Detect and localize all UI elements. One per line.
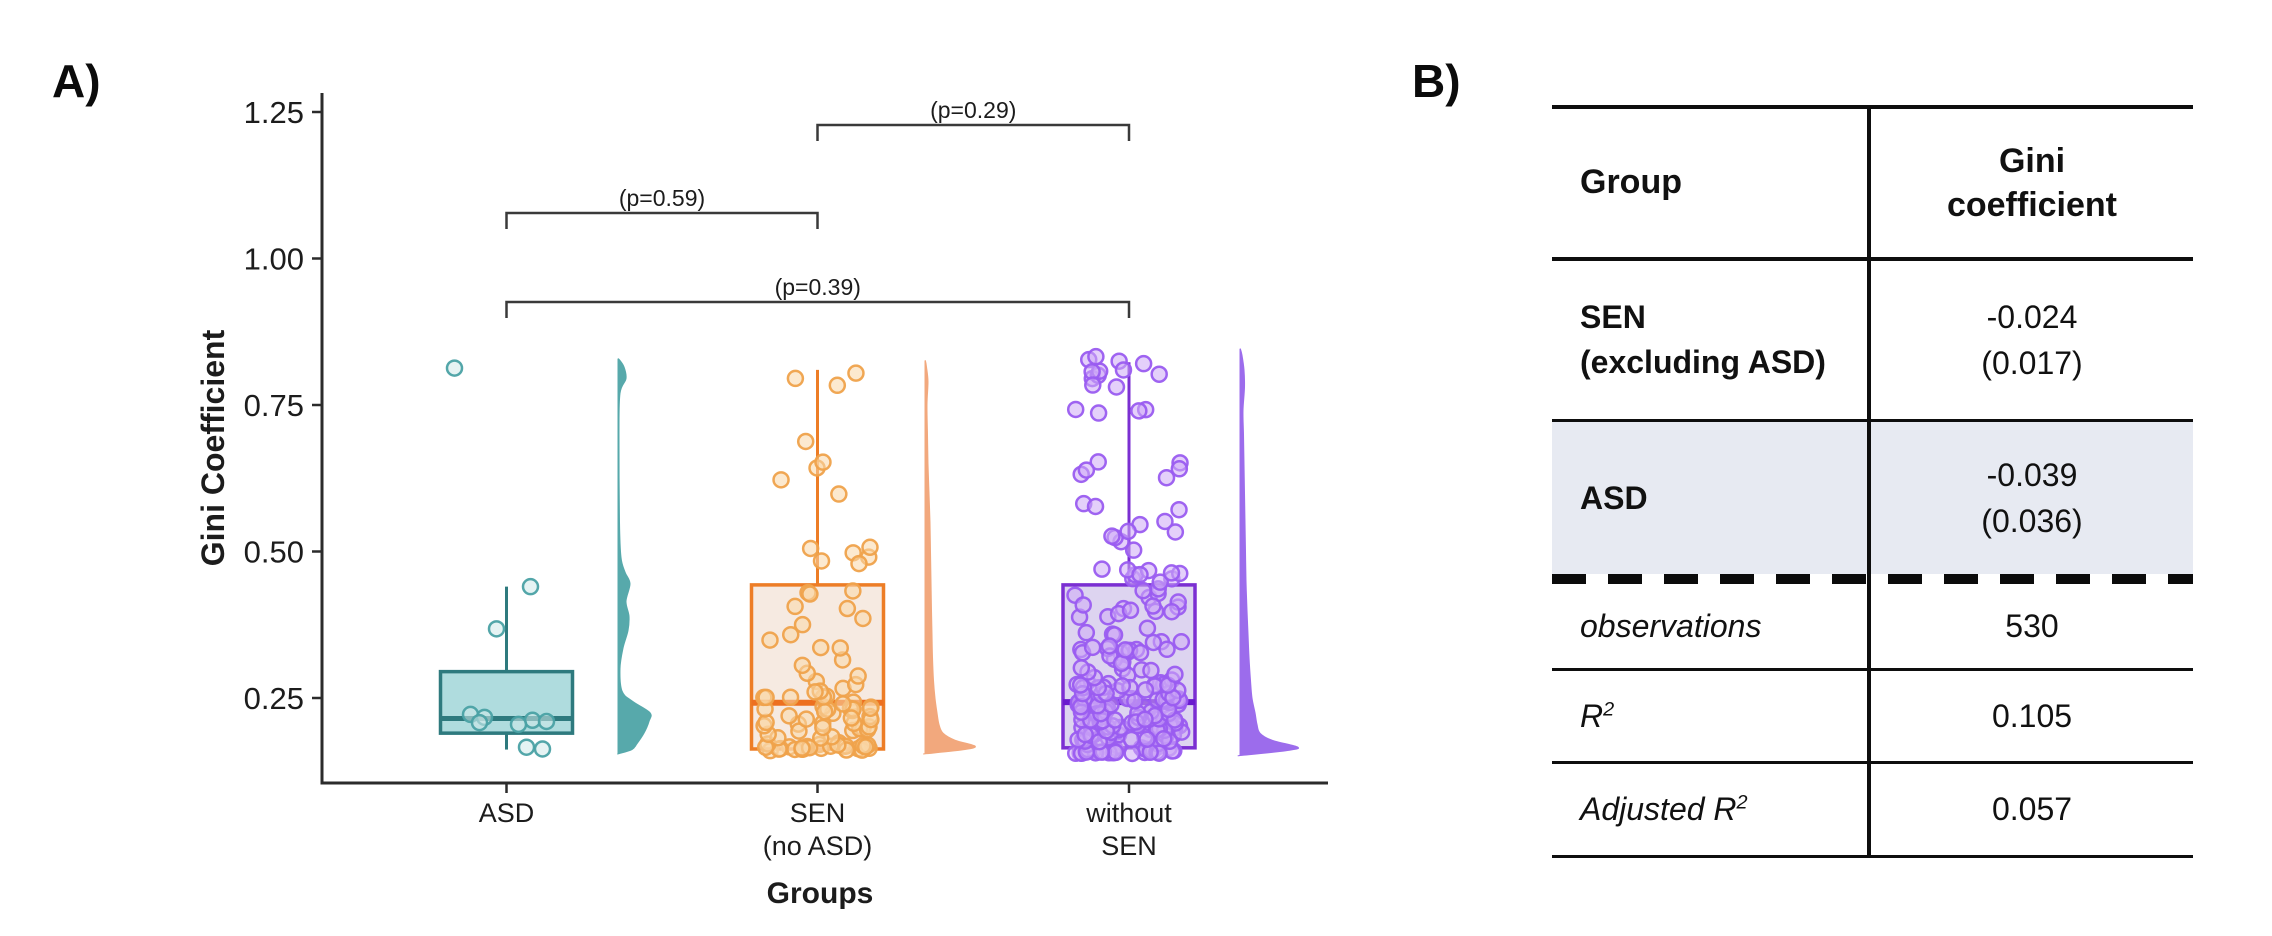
table-row-sen: SEN (excluding ASD) -0.024 (0.017) xyxy=(1552,261,2193,419)
row-value: 530 xyxy=(2005,607,2059,644)
table-row-r2: R2 0.105 xyxy=(1552,671,2193,761)
svg-text:0.50: 0.50 xyxy=(244,535,304,570)
svg-text:(p=0.59): (p=0.59) xyxy=(619,185,705,211)
row-value: 0.057 xyxy=(1991,791,2073,828)
svg-text:1.00: 1.00 xyxy=(244,242,304,277)
svg-text:without: without xyxy=(1085,798,1172,828)
table-header-row: Group Gini coefficient xyxy=(1552,109,2193,257)
svg-text:SEN: SEN xyxy=(790,798,846,828)
row-value: -0.024 xyxy=(1986,298,2078,335)
row-value-se: (0.017) xyxy=(1981,345,2083,381)
svg-text:(no ASD): (no ASD) xyxy=(763,831,873,861)
row-label-line2: (excluding ASD) xyxy=(1580,344,1826,380)
row-label: observations xyxy=(1580,607,1762,644)
row-value: -0.039 xyxy=(1986,456,2078,493)
svg-text:0.25: 0.25 xyxy=(244,681,304,716)
svg-text:SEN: SEN xyxy=(1101,831,1157,861)
table-top-border xyxy=(1552,105,2193,109)
svg-text:0.75: 0.75 xyxy=(244,388,304,423)
row-label: ASD xyxy=(1580,479,1648,516)
table-column-divider xyxy=(1867,105,1871,858)
svg-text:ASD: ASD xyxy=(479,798,535,828)
row-value-se: (0.036) xyxy=(1981,503,2083,539)
panel-b-label: B) xyxy=(1412,55,1461,107)
raincloud-plot: 0.25 0.50 0.75 1.00 1.25 Gini Coefficient ASD S… xyxy=(195,93,1328,910)
row-label: SEN xyxy=(1580,299,1646,336)
row-label: R xyxy=(1580,697,1604,734)
table-row-observations: observations 530 xyxy=(1552,584,2193,668)
svg-text:Gini Coefficient: Gini Coefficient xyxy=(195,329,231,566)
header-group: Group xyxy=(1580,163,1682,202)
svg-text:(p=0.39): (p=0.39) xyxy=(775,274,861,300)
table-row-asd: ASD -0.039 (0.036) xyxy=(1552,422,2193,574)
header-gini-coefficient: Gini coefficient xyxy=(1946,141,2118,224)
regression-table: Group Gini coefficient SEN (excluding AS… xyxy=(1552,105,2193,858)
svg-text:Groups: Groups xyxy=(767,877,874,910)
svg-text:1.25: 1.25 xyxy=(244,95,304,130)
table-dashed-divider xyxy=(1552,574,2193,584)
panel-a-label: A) xyxy=(52,55,101,107)
table-row-adjusted-r2: Adjusted R2 0.057 xyxy=(1552,764,2193,855)
svg-text:(p=0.29): (p=0.29) xyxy=(930,97,1016,123)
row-value: 0.105 xyxy=(1991,697,2073,734)
row-label: Adjusted R xyxy=(1580,791,1737,828)
